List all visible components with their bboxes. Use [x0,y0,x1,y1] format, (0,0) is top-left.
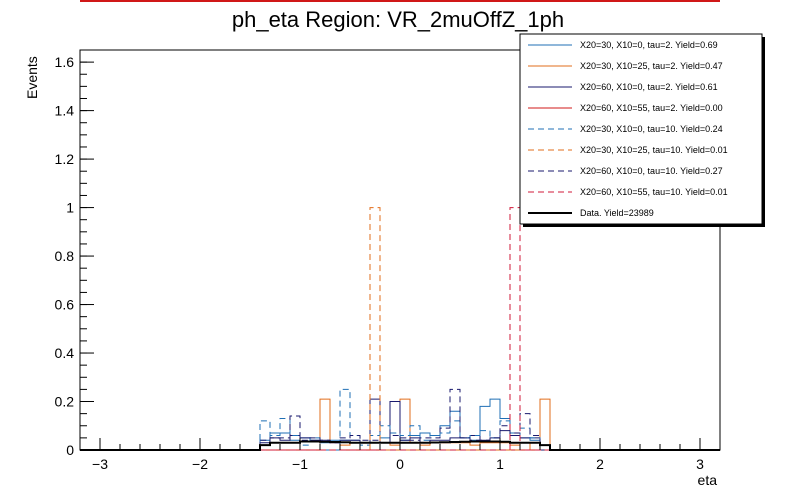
legend-label: Data. Yield=23989 [580,208,654,218]
legend-label: X20=30, X10=25, tau=2. Yield=0.47 [580,61,723,71]
series-layer [80,207,720,451]
legend-label: X20=60, X10=0, tau=2. Yield=0.61 [580,82,718,92]
legend-label: X20=30, X10=0, tau=10. Yield=0.24 [580,124,723,134]
y-tick-label: 0 [66,442,74,458]
x-tick-label: −2 [192,456,208,472]
legend-label: X20=60, X10=55, tau=10. Yield=0.01 [580,187,728,197]
chart-title: ph_eta Region: VR_2muOffZ_1ph [232,7,564,32]
x-tick-label: 3 [696,456,704,472]
y-tick-label: 1.2 [55,151,75,167]
y-axis-label: Events [24,56,40,99]
y-tick-label: 1 [66,200,74,216]
x-tick-label: 0 [396,456,404,472]
y-tick-label: 0.4 [55,345,75,361]
series-8 [80,440,720,451]
series-line [80,440,720,451]
y-tick-label: 1.6 [55,54,75,70]
y-tick-label: 1.4 [55,103,75,119]
x-tick-label: −3 [92,456,108,472]
legend-label: X20=60, X10=0, tau=10. Yield=0.27 [580,166,723,176]
x-tick-label: 1 [496,456,504,472]
x-tick-label: 2 [596,456,604,472]
legend-label: X20=30, X10=25, tau=10. Yield=0.01 [580,145,728,155]
axes: −3 −2 −1 0 1 2 3 0 0.2 0.4 0.6 0.8 1 1.2 1.4 1.6 [55,54,721,472]
legend: X20=30, X10=0, tau=2. Yield=0.69 X20=30, … [519,33,765,227]
y-tick-label: 0.6 [55,297,75,313]
legend-label: X20=30, X10=0, tau=2. Yield=0.69 [580,40,718,50]
x-axis-label: eta [698,472,718,488]
y-tick-label: 0.2 [55,394,75,410]
x-tick-label: −1 [292,456,308,472]
legend-label: X20=60, X10=55, tau=2. Yield=0.00 [580,103,723,113]
y-tick-label: 0.8 [55,248,75,264]
